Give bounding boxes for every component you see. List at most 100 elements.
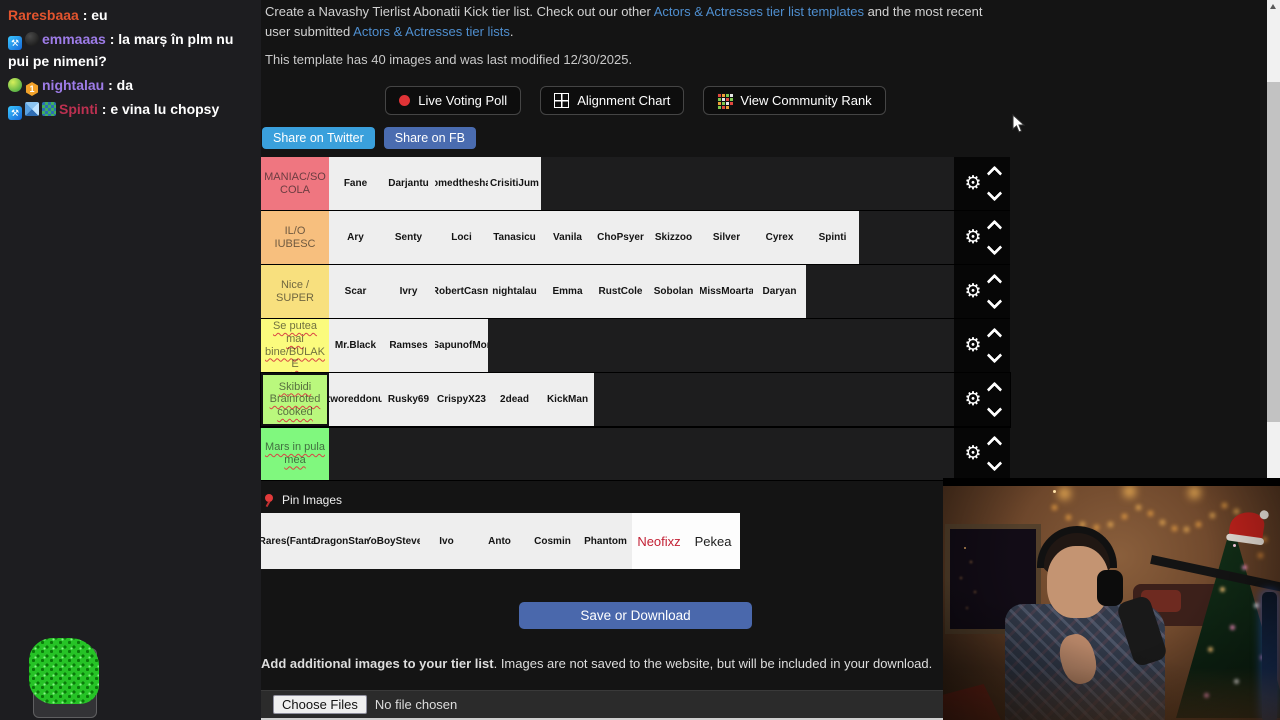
tier-item-tile[interactable]: RobertCasm xyxy=(435,265,488,318)
badge-gift-1-icon: 1 xyxy=(25,82,39,96)
tier-label[interactable]: MANIAC/SOCOLA xyxy=(261,157,329,210)
row-move-chevrons xyxy=(986,435,1002,472)
alignment-grid-icon xyxy=(554,93,570,108)
unranked-item-tile[interactable]: Ivo xyxy=(420,513,473,569)
scrollbar[interactable] xyxy=(1267,0,1280,478)
view-community-rank-button[interactable]: View Community Rank xyxy=(703,86,886,115)
tier-item-tile[interactable]: Senty xyxy=(382,211,435,264)
tier-item-tile[interactable]: Darjantu xyxy=(382,157,435,210)
unranked-item-tile[interactable]: Rares(Fanta xyxy=(261,513,314,569)
tier-item-tile[interactable]: ChoPsyer xyxy=(594,211,647,264)
chevron-down-icon[interactable] xyxy=(986,239,1002,256)
chevron-up-icon[interactable] xyxy=(986,381,1002,398)
chevron-up-icon[interactable] xyxy=(986,327,1002,344)
tier-item-tile[interactable]: Cyrex xyxy=(753,211,806,264)
chat-username[interactable]: Raresbaaa xyxy=(8,7,79,23)
tier-item-tile[interactable]: tworeddonu xyxy=(329,373,382,426)
tierlist-site: Create a Navashy Tierlist Abonatii Kick … xyxy=(260,0,1268,720)
pin-images[interactable]: Pin Images xyxy=(263,493,342,507)
chevron-up-icon[interactable] xyxy=(986,165,1002,182)
green-stream-widget xyxy=(27,638,103,718)
tier-item-tile[interactable]: CrisitiJum xyxy=(488,157,541,210)
live-dot-icon xyxy=(399,95,411,106)
chevron-up-icon[interactable] xyxy=(986,435,1002,452)
pinned-item-tile[interactable]: Pekea xyxy=(686,513,740,569)
scrollbar-thumb[interactable] xyxy=(1267,82,1280,422)
chevron-down-icon[interactable] xyxy=(986,401,1002,418)
intro-link[interactable]: Actors & Actresses tier lists xyxy=(353,24,510,39)
gear-icon[interactable]: ⚙ xyxy=(964,172,982,194)
gear-icon[interactable]: ⚙ xyxy=(964,280,982,302)
chevron-down-icon[interactable] xyxy=(986,185,1002,202)
tier-row: MANIAC/SOCOLAFaneDarjantuomedtheshaCrisi… xyxy=(261,157,1010,211)
tier-label[interactable]: Skibidi Brainroted cooked xyxy=(261,373,329,426)
unranked-item-tile[interactable]: DragonStar xyxy=(314,513,367,569)
row-move-chevrons xyxy=(986,273,1002,310)
chat-username[interactable]: Spinti xyxy=(59,101,98,117)
tier-item-tile[interactable]: Vanila xyxy=(541,211,594,264)
tier-label[interactable]: Nice / SUPER xyxy=(261,265,329,318)
tier-item-tile[interactable]: 2dead xyxy=(488,373,541,426)
gear-icon[interactable]: ⚙ xyxy=(964,388,982,410)
tier-item-tile[interactable]: Ivry xyxy=(382,265,435,318)
tier-item-tile[interactable]: Emma xyxy=(541,265,594,318)
tier-item-tile[interactable]: Sobolan xyxy=(647,265,700,318)
tier-item-tile[interactable]: Daryan xyxy=(753,265,806,318)
tier-item-tile[interactable]: Tanasicu xyxy=(488,211,541,264)
tier-label[interactable]: Se putea mai bine/BULAKE xyxy=(261,319,329,372)
chevron-up-icon[interactable] xyxy=(986,219,1002,236)
tier-item-tile[interactable]: KickMan xyxy=(541,373,594,426)
choose-files-button[interactable]: Choose Files xyxy=(273,695,367,714)
tier-item-tile[interactable]: Ramses xyxy=(382,319,435,372)
chevron-up-icon[interactable] xyxy=(986,273,1002,290)
tier-item-tile[interactable]: SapunofMor xyxy=(435,319,488,372)
scrollbar-up-arrow-icon[interactable] xyxy=(1270,4,1276,9)
chevron-down-icon[interactable] xyxy=(986,455,1002,472)
tier-item-tile[interactable]: MissMoarta xyxy=(700,265,753,318)
unranked-row: Rares(Fanta DragonStar YoBoySteve Ivo Anto Co… xyxy=(261,513,740,569)
share-row: Share on Twitter Share on FB xyxy=(262,127,476,149)
chat-username[interactable]: nightalau xyxy=(42,77,105,93)
tier-item-tile[interactable]: Mr.Black xyxy=(329,319,382,372)
tier-item-tile[interactable]: Loci xyxy=(435,211,488,264)
tier-tiles-area: Scar Ivry RobertCasm nightalau Emma RustCole S… xyxy=(329,265,954,318)
tier-item-tile[interactable]: Spinti xyxy=(806,211,859,264)
tier-item-tile[interactable]: CrispyX23 xyxy=(435,373,488,426)
tier-label[interactable]: IL/O IUBESC xyxy=(261,211,329,264)
live-voting-poll-button[interactable]: Live Voting Poll xyxy=(385,86,522,115)
tier-item-tile[interactable]: omedthesha xyxy=(435,157,488,210)
unranked-item-tile[interactable]: Cosmin xyxy=(526,513,579,569)
tool-btn-label: Live Voting Poll xyxy=(418,93,508,108)
unranked-item-tile[interactable]: Anto xyxy=(473,513,526,569)
tier-row: Se putea mai bine/BULAKE Mr.Black Ramses Sa… xyxy=(261,319,1010,373)
gear-icon[interactable]: ⚙ xyxy=(964,442,982,464)
alignment-chart-button[interactable]: Alignment Chart xyxy=(540,86,685,115)
chat-message: ⚒ Spinti : e vina lu chopsy xyxy=(8,98,253,120)
gear-icon[interactable]: ⚙ xyxy=(964,334,982,356)
chat-messages: Raresbaaa : eu ⚒ emmaaas : la marș în plm … xyxy=(0,0,261,126)
tier-item-tile[interactable]: nightalau xyxy=(488,265,541,318)
intro-link[interactable]: Actors & Actresses tier list templates xyxy=(653,4,864,19)
tier-item-tile[interactable]: Ary xyxy=(329,211,382,264)
tier-item-tile[interactable]: Skizzoo xyxy=(647,211,700,264)
unranked-item-tile[interactable]: YoBoySteve xyxy=(367,513,420,569)
gear-icon[interactable]: ⚙ xyxy=(964,226,982,248)
tier-item-tile[interactable]: Silver xyxy=(700,211,753,264)
unranked-item-tile[interactable]: Phantom xyxy=(579,513,632,569)
share-fb-button[interactable]: Share on FB xyxy=(383,127,476,149)
tier-label[interactable]: Mars in pula mea xyxy=(261,427,329,480)
chat-username[interactable]: emmaaas xyxy=(42,31,106,47)
tier-item-tile[interactable]: Scar xyxy=(329,265,382,318)
chat-message: Raresbaaa : eu xyxy=(8,4,253,26)
tier-row: Skibidi Brainroted cooked tworeddonu Rusky… xyxy=(260,372,1011,428)
tier-item-tile[interactable]: RustCole xyxy=(594,265,647,318)
save-or-download-button[interactable]: Save or Download xyxy=(519,602,752,629)
badge-mod-icon: ⚒ xyxy=(8,106,22,120)
tool-btn-label: View Community Rank xyxy=(740,93,872,108)
pinned-item-tile[interactable]: Neofixz xyxy=(632,513,686,569)
tier-item-tile[interactable]: Rusky69 xyxy=(382,373,435,426)
chevron-down-icon[interactable] xyxy=(986,293,1002,310)
chevron-down-icon[interactable] xyxy=(986,347,1002,364)
share-twitter-button[interactable]: Share on Twitter xyxy=(262,127,375,149)
tier-item-tile[interactable]: Fane xyxy=(329,157,382,210)
